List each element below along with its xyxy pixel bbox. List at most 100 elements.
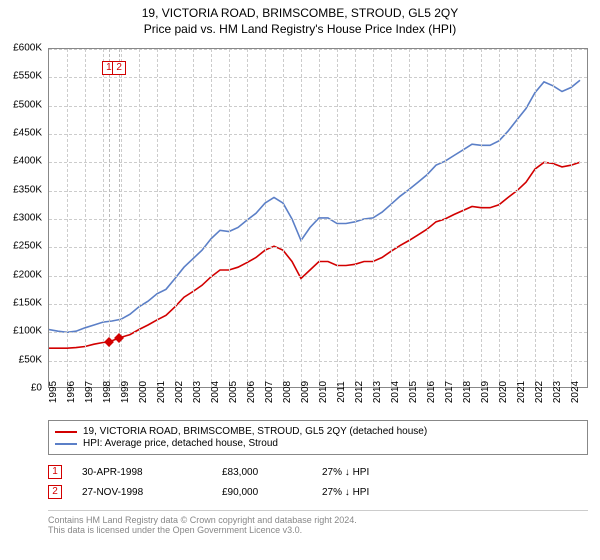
ytick-label: £550K — [13, 71, 42, 82]
sale-badge: 2 — [48, 485, 62, 499]
gridline-v — [175, 49, 176, 387]
xtick-label: 1998 — [102, 381, 113, 403]
gridline-v — [373, 49, 374, 387]
xtick-label: 2011 — [336, 381, 347, 403]
ytick-label: £0 — [31, 383, 42, 394]
gridline-h — [49, 49, 587, 50]
gridline-v — [463, 49, 464, 387]
xtick-label: 2015 — [408, 381, 419, 403]
gridline-v — [355, 49, 356, 387]
xtick-label: 2021 — [516, 381, 527, 403]
xtick-label: 1999 — [120, 381, 131, 403]
ytick-label: £300K — [13, 213, 42, 224]
xtick-label: 2001 — [156, 381, 167, 403]
sale-date: 27-NOV-1998 — [82, 487, 202, 498]
gridline-v — [391, 49, 392, 387]
gridline-h — [49, 162, 587, 163]
sale-date: 30-APR-1998 — [82, 467, 202, 478]
legend-row: HPI: Average price, detached house, Stro… — [55, 438, 581, 449]
sale-delta: 27% ↓ HPI — [322, 487, 402, 498]
sale-badge-chart: 2 — [112, 61, 126, 75]
gridline-h — [49, 219, 587, 220]
legend-swatch — [55, 443, 77, 445]
sales-table: 1 30-APR-1998 £83,000 27% ↓ HPI 2 27-NOV… — [48, 462, 588, 502]
xtick-label: 2018 — [462, 381, 473, 403]
xtick-label: 2024 — [570, 381, 581, 403]
gridline-h — [49, 332, 587, 333]
ytick-label: £500K — [13, 99, 42, 110]
gridline-h — [49, 134, 587, 135]
table-row: 1 30-APR-1998 £83,000 27% ↓ HPI — [48, 462, 588, 482]
gridline-h — [49, 304, 587, 305]
gridline-v — [319, 49, 320, 387]
xtick-label: 2003 — [192, 381, 203, 403]
xtick-label: 2019 — [480, 381, 491, 403]
gridline-v — [283, 49, 284, 387]
legend-label: 19, VICTORIA ROAD, BRIMSCOMBE, STROUD, G… — [83, 426, 427, 437]
chart-title-subtitle: Price paid vs. HM Land Registry's House … — [0, 22, 600, 36]
xtick-label: 2002 — [174, 381, 185, 403]
chart-title-address: 19, VICTORIA ROAD, BRIMSCOMBE, STROUD, G… — [0, 6, 600, 20]
gridline-v — [229, 49, 230, 387]
ytick-label: £600K — [13, 43, 42, 54]
gridline-v — [193, 49, 194, 387]
ytick-label: £350K — [13, 184, 42, 195]
gridline-v — [139, 49, 140, 387]
chart-title-block: 19, VICTORIA ROAD, BRIMSCOMBE, STROUD, G… — [0, 0, 600, 36]
series-line-hpi — [49, 80, 580, 332]
legend-swatch — [55, 431, 77, 433]
legend-label: HPI: Average price, detached house, Stro… — [83, 438, 278, 449]
xtick-label: 2004 — [210, 381, 221, 403]
xtick-label: 2010 — [318, 381, 329, 403]
xtick-label: 1997 — [84, 381, 95, 403]
gridline-v — [535, 49, 536, 387]
xtick-label: 2014 — [390, 381, 401, 403]
xtick-label: 2005 — [228, 381, 239, 403]
ytick-label: £50K — [19, 354, 42, 365]
xtick-label: 2012 — [354, 381, 365, 403]
gridline-v — [409, 49, 410, 387]
gridline-v — [85, 49, 86, 387]
gridline-v — [337, 49, 338, 387]
gridline-h — [49, 191, 587, 192]
gridline-v — [211, 49, 212, 387]
ytick-label: £200K — [13, 269, 42, 280]
gridline-h — [49, 77, 587, 78]
ytick-label: £400K — [13, 156, 42, 167]
chart-legend: 19, VICTORIA ROAD, BRIMSCOMBE, STROUD, G… — [48, 420, 588, 455]
ytick-label: £100K — [13, 326, 42, 337]
footer-line: This data is licensed under the Open Gov… — [48, 525, 588, 535]
xtick-label: 1995 — [48, 381, 59, 403]
gridline-v — [499, 49, 500, 387]
gridline-v — [103, 49, 104, 387]
table-row: 2 27-NOV-1998 £90,000 27% ↓ HPI — [48, 482, 588, 502]
gridline-h — [49, 361, 587, 362]
gridline-v — [67, 49, 68, 387]
chart-area: 12 £0£50K£100K£150K£200K£250K£300K£350K£… — [48, 48, 588, 388]
xtick-label: 2009 — [300, 381, 311, 403]
gridline-v — [247, 49, 248, 387]
footer: Contains HM Land Registry data © Crown c… — [48, 510, 588, 535]
gridline-v — [265, 49, 266, 387]
xtick-label: 2007 — [264, 381, 275, 403]
xtick-label: 2013 — [372, 381, 383, 403]
xtick-label: 2006 — [246, 381, 257, 403]
xtick-label: 2022 — [534, 381, 545, 403]
sale-badge: 1 — [48, 465, 62, 479]
gridline-v — [445, 49, 446, 387]
gridline-h — [49, 247, 587, 248]
sale-price: £90,000 — [222, 487, 302, 498]
chart-plot: 12 — [48, 48, 588, 388]
gridline-v — [571, 49, 572, 387]
sale-price: £83,000 — [222, 467, 302, 478]
xtick-label: 2000 — [138, 381, 149, 403]
footer-line: Contains HM Land Registry data © Crown c… — [48, 515, 588, 525]
ytick-label: £150K — [13, 298, 42, 309]
gridline-v — [301, 49, 302, 387]
sale-delta: 27% ↓ HPI — [322, 467, 402, 478]
legend-row: 19, VICTORIA ROAD, BRIMSCOMBE, STROUD, G… — [55, 426, 581, 437]
gridline-h — [49, 276, 587, 277]
xtick-label: 2017 — [444, 381, 455, 403]
gridline-h — [49, 106, 587, 107]
xtick-label: 2016 — [426, 381, 437, 403]
